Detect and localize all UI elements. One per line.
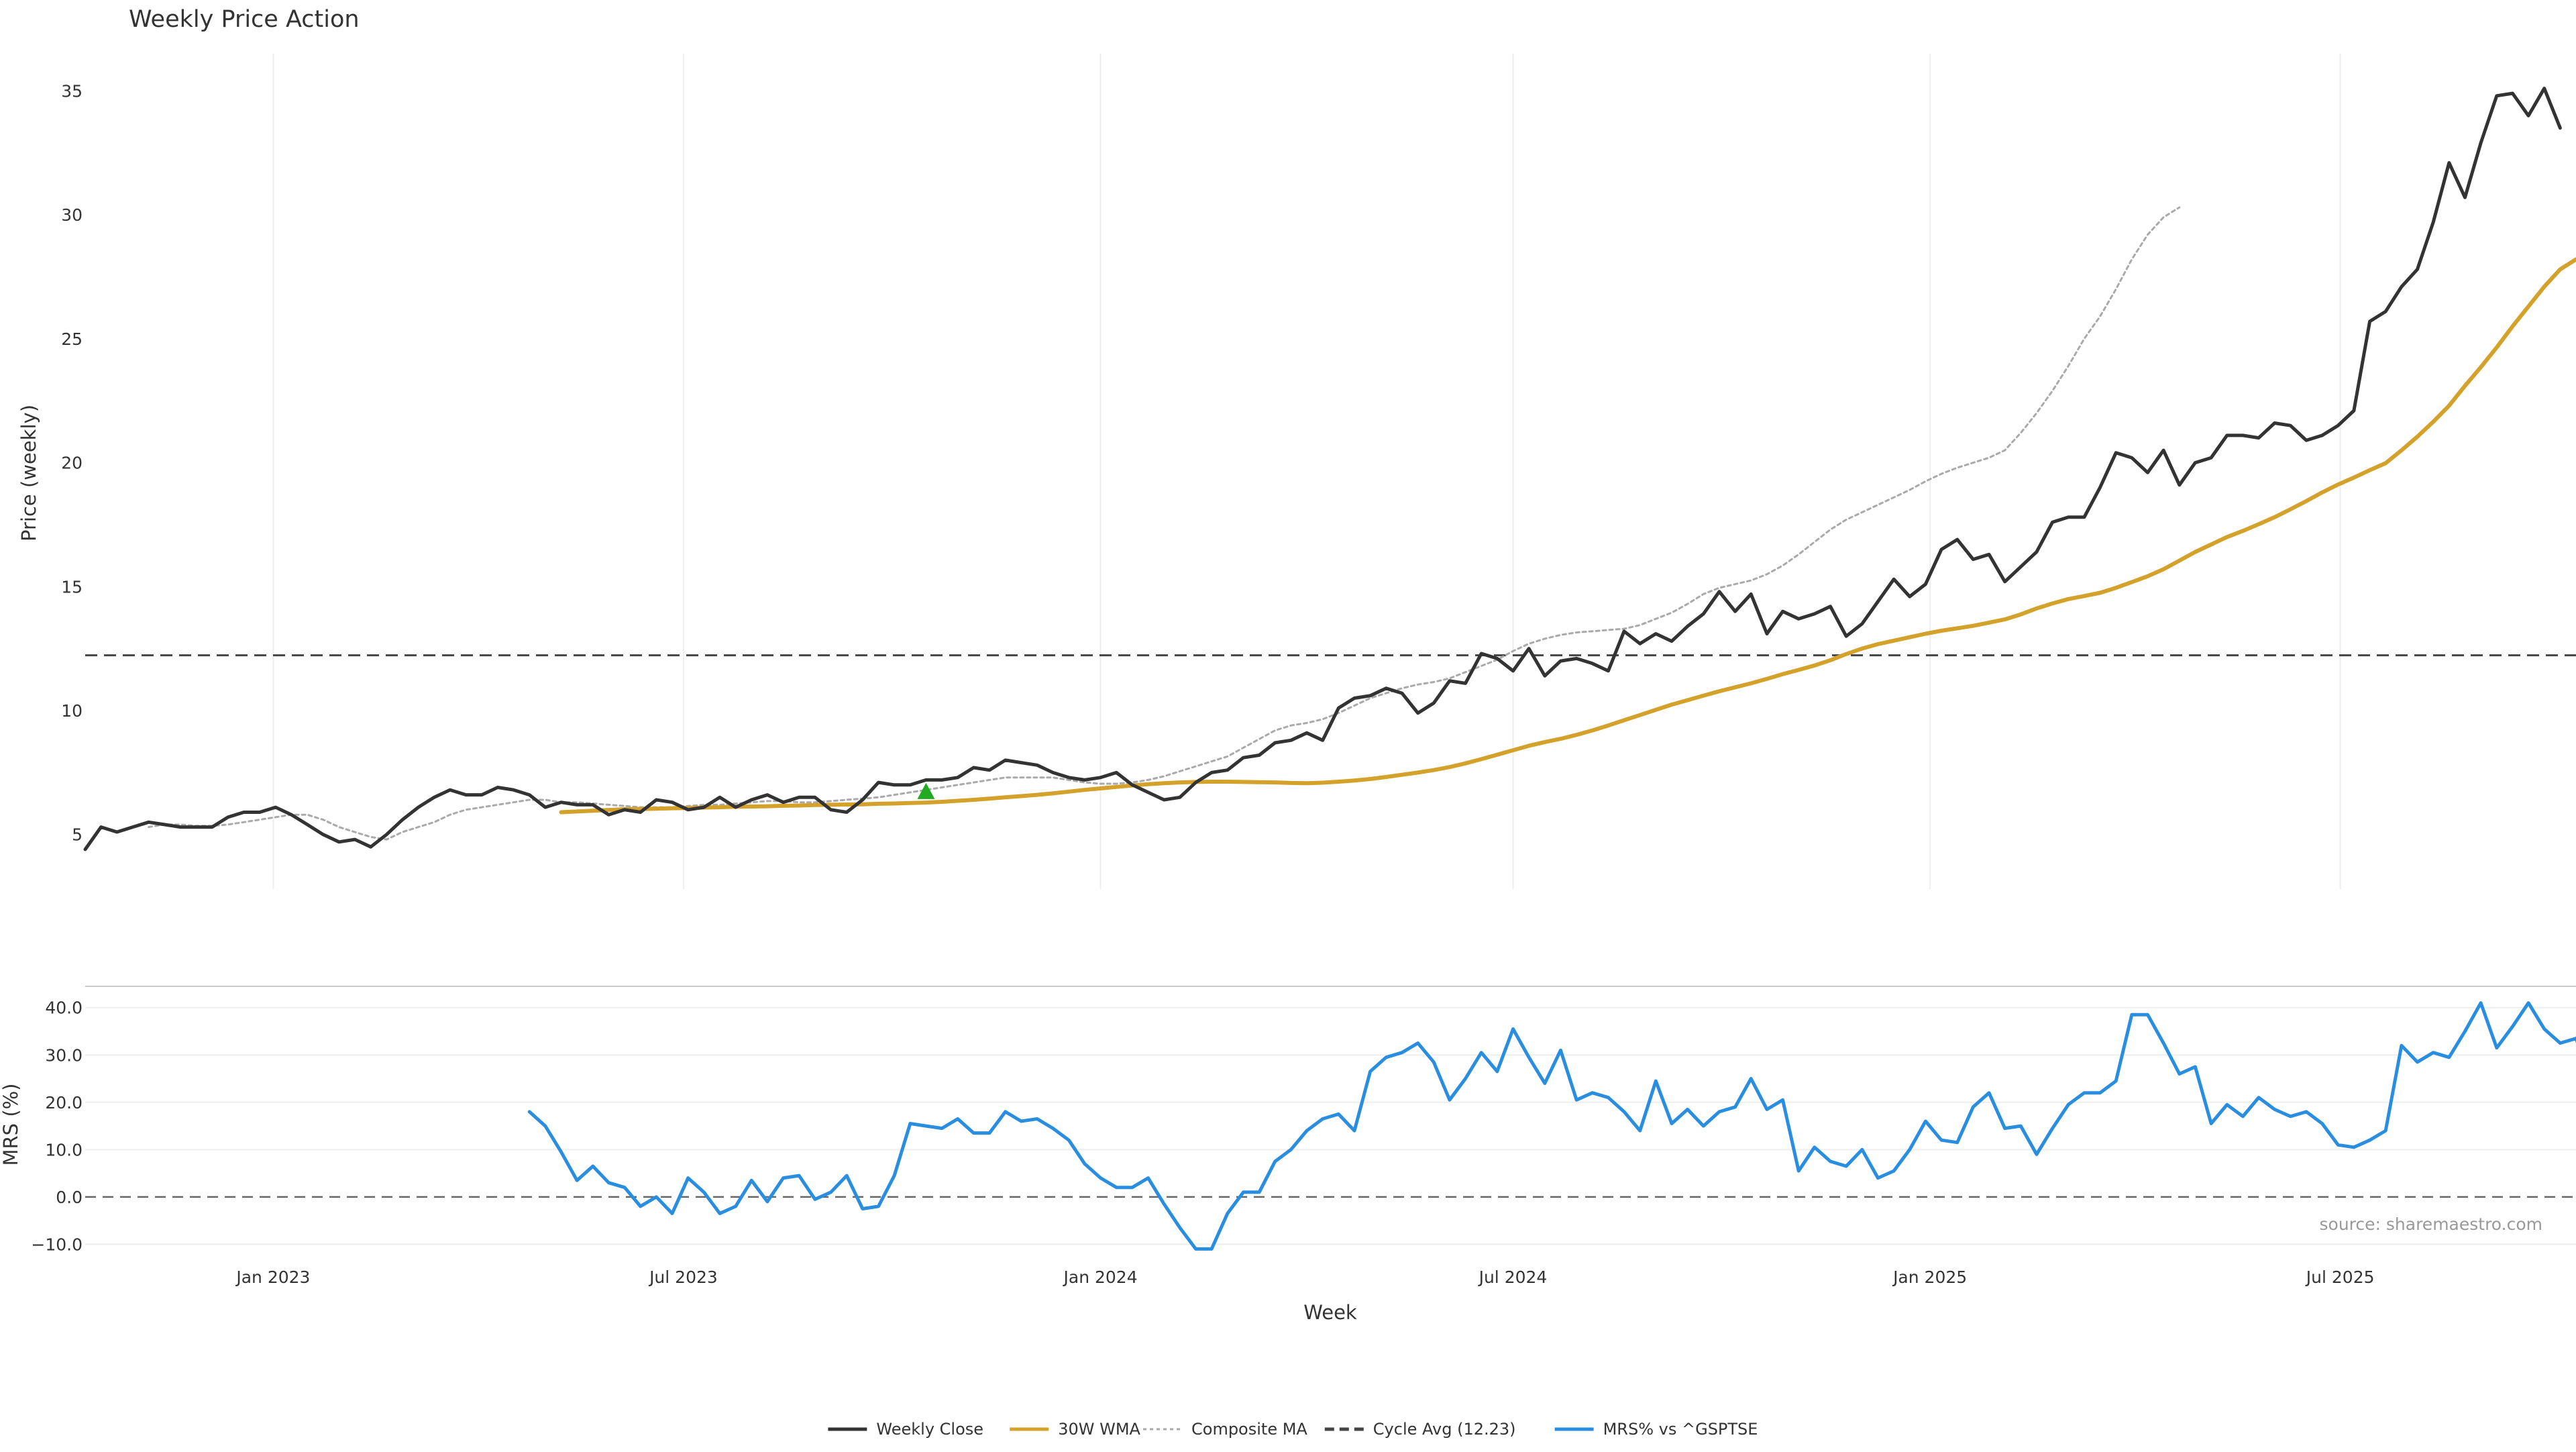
mrs-gridlines: [85, 1008, 2576, 1245]
series-weekly-close: [85, 89, 2560, 849]
price-y-tick-label: 5: [72, 825, 83, 845]
price-y-ticks: 5 10 15 20 25 30 35: [61, 81, 83, 844]
price-series: [85, 89, 2576, 849]
mrs-y-tick-label: −10.0: [31, 1235, 83, 1254]
legend-label-composite-ma: Composite MA: [1191, 1420, 1307, 1439]
price-y-tick-label: 20: [61, 454, 83, 473]
x-tick-label: Jan 2023: [235, 1267, 310, 1287]
price-y-axis-label: Price (weekly): [17, 405, 40, 541]
mrs-y-tick-label: 10.0: [45, 1140, 83, 1159]
mrs-y-tick-label: 20.0: [45, 1093, 83, 1112]
price-y-tick-label: 35: [61, 81, 83, 101]
price-y-tick-label: 25: [61, 329, 83, 349]
legend-label-mrs-vs-gsptse: MRS% vs ^GSPTSE: [1603, 1420, 1758, 1439]
x-tick-label: Jan 2024: [1063, 1267, 1138, 1287]
chart-title: Weekly Price Action: [129, 6, 360, 33]
x-axis-ticks: Jan 2023 Jul 2023 Jan 2024 Jul 2024 Jan 2025…: [235, 1267, 2374, 1287]
x-tick-label: Jul 2024: [1478, 1267, 1548, 1287]
x-tick-label: Jan 2025: [1892, 1267, 1967, 1287]
mrs-y-axis-label: MRS (%): [0, 1084, 22, 1166]
series-mrs-vs-gsptse: [529, 1003, 2576, 1249]
price-y-tick-label: 10: [61, 701, 83, 721]
x-tick-label: Jul 2023: [648, 1267, 718, 1287]
series-composite-ma: [149, 207, 2180, 839]
mrs-y-tick-label: 0.0: [56, 1188, 83, 1207]
source-note: source: sharemaestro.com: [2320, 1214, 2543, 1234]
mrs-y-tick-label: 30.0: [45, 1045, 83, 1065]
price-y-tick-label: 30: [61, 205, 83, 225]
x-axis-label: Week: [1303, 1301, 1357, 1324]
price-gridlines: [273, 54, 2340, 889]
legend-label-weekly-close: Weekly Close: [876, 1420, 983, 1439]
mrs-series: [529, 1003, 2576, 1249]
legend: Weekly Close 30W WMA Composite MA Cycle Avg…: [828, 1420, 1758, 1439]
mrs-y-ticks: −10.0 0.0 10.0 20.0 30.0 40.0: [31, 998, 83, 1255]
x-tick-label: Jul 2025: [2305, 1267, 2375, 1287]
legend-label-30w-wma: 30W WMA: [1058, 1420, 1140, 1439]
price-y-tick-label: 15: [61, 577, 83, 597]
mrs-y-tick-label: 40.0: [45, 998, 83, 1018]
series-30w-wma: [561, 260, 2576, 813]
legend-label-cycle-avg-12-23: Cycle Avg (12.23): [1373, 1420, 1516, 1439]
